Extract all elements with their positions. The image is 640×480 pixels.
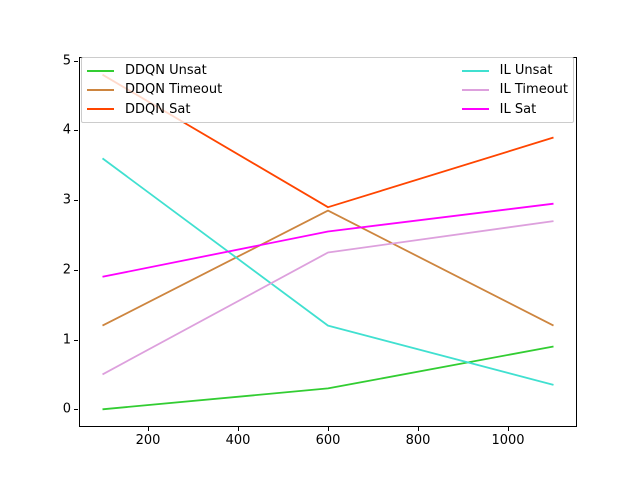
x-tick-mark (328, 427, 329, 431)
legend-entry-il-sat: IL Sat (461, 100, 568, 119)
legend-column-il: IL Unsat IL Timeout IL Sat (461, 61, 568, 119)
legend-label: DDQN Timeout (125, 82, 223, 98)
legend-label: IL Sat (499, 101, 537, 117)
legend-entry-ddqn-unsat: DDQN Unsat (87, 61, 222, 80)
x-tick-mark (238, 427, 239, 431)
legend-label: IL Timeout (499, 82, 568, 98)
x-tick-label: 200 (135, 433, 161, 448)
y-tick-mark (74, 270, 78, 271)
y-tick-label: 5 (62, 53, 71, 69)
legend-line-swatch-ddqn-timeout (87, 88, 114, 91)
line-il-unsat (101, 157, 554, 386)
line-il-sat (102, 202, 554, 278)
x-tick-label: 400 (225, 433, 251, 448)
line-ddqn-timeout (102, 209, 554, 327)
x-tick-label: 800 (405, 433, 431, 448)
legend-column-ddqn: DDQN Unsat DDQN Timeout DDQN Sat (87, 61, 222, 119)
x-tick-label: 600 (315, 433, 341, 448)
y-tick-mark (74, 200, 78, 201)
legend-entry-ddqn-timeout: DDQN Timeout (87, 80, 222, 99)
legend-line-swatch-ddqn-unsat (87, 69, 114, 72)
y-tick-label: 3 (62, 192, 71, 208)
line-il-timeout (102, 220, 554, 376)
legend-entry-il-timeout: IL Timeout (461, 80, 568, 99)
y-tick-label: 2 (62, 262, 71, 278)
x-tick-mark (508, 427, 509, 431)
y-tick-label: 1 (62, 332, 71, 348)
y-tick-mark (74, 130, 78, 131)
legend: DDQN Unsat DDQN Timeout DDQN Sat IL Unsat IL… (81, 57, 574, 123)
y-tick-mark (74, 409, 78, 410)
legend-line-swatch-ddqn-sat (87, 108, 114, 111)
plot-area: DDQN Unsat DDQN Timeout DDQN Sat IL Unsat IL… (79, 57, 577, 427)
x-tick-mark (418, 427, 419, 431)
legend-label: DDQN Sat (125, 101, 191, 117)
legend-entry-il-unsat: IL Unsat (461, 61, 568, 80)
legend-label: DDQN Unsat (125, 63, 207, 79)
y-tick-label: 4 (62, 122, 71, 138)
legend-line-swatch-il-sat (461, 108, 489, 111)
x-tick-mark (148, 427, 149, 431)
legend-entry-ddqn-sat: DDQN Sat (87, 100, 222, 119)
y-tick-mark (74, 340, 78, 341)
legend-label: IL Unsat (499, 63, 553, 79)
y-tick-mark (74, 61, 78, 62)
y-tick-label: 0 (62, 401, 71, 417)
legend-line-swatch-il-timeout (461, 88, 489, 91)
line-ddqn-unsat (102, 345, 554, 411)
legend-line-swatch-il-unsat (461, 69, 489, 72)
x-tick-label: 1000 (491, 433, 525, 448)
